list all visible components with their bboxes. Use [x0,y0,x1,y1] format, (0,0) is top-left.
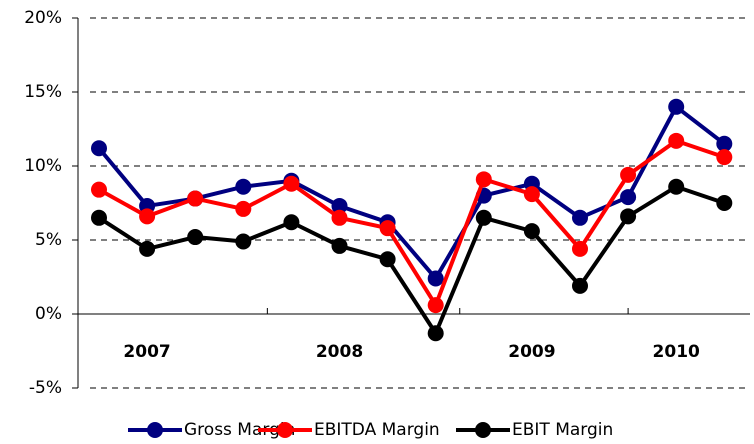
data-point [716,149,733,166]
y-tick-label: 10% [24,156,62,176]
data-point [620,189,637,206]
data-point [139,208,156,225]
data-point [139,240,156,257]
y-tick-label: -5% [29,378,62,398]
series-line [97,184,725,336]
data-point [716,135,733,152]
x-tick-label: 2007 [123,342,170,362]
data-point [572,209,588,226]
legend-label: EBIT Margin [512,420,613,440]
x-tick-label: 2009 [508,342,555,362]
series-line [97,104,726,281]
x-tick-label: 2010 [653,342,700,362]
y-tick-label: 15% [24,82,62,102]
data-point [235,178,252,195]
data-point [283,214,300,231]
data-point [187,190,204,207]
data-point [91,209,107,226]
legend-marker [475,422,491,438]
series-line [98,138,725,308]
data-point [331,237,348,254]
y-tick-label: 0% [35,304,62,324]
legend-label: EBITDA Margin [314,420,440,440]
data-point [523,186,540,203]
data-point [475,209,492,226]
data-point [620,208,637,225]
data-point [620,166,637,183]
y-tick-label: 5% [35,230,62,250]
legend: Gross Margin EBITDA Margin EBIT Margin [128,420,613,440]
legend-label: Gross Margin [184,420,295,440]
data-point [379,220,396,237]
data-point [668,98,685,115]
legend-marker [147,422,163,438]
data-point [187,229,204,246]
data-point [331,209,348,226]
data-point [572,277,588,294]
data-point [475,171,492,188]
data-point [91,181,107,198]
data-point [235,200,252,217]
data-point [668,132,685,149]
data-point [235,233,252,250]
legend-marker [277,422,293,438]
data-point [427,270,444,287]
data-point [91,140,107,157]
data-point [572,240,588,257]
data-point [427,297,444,314]
x-tick-label: 2008 [316,342,363,362]
data-point [379,251,396,268]
data-point [716,195,733,211]
data-point [523,223,540,240]
y-tick-label: 20% [24,8,62,28]
data-point [331,197,348,214]
data-point [427,325,444,342]
data-point [283,175,300,192]
data-point [668,178,685,195]
